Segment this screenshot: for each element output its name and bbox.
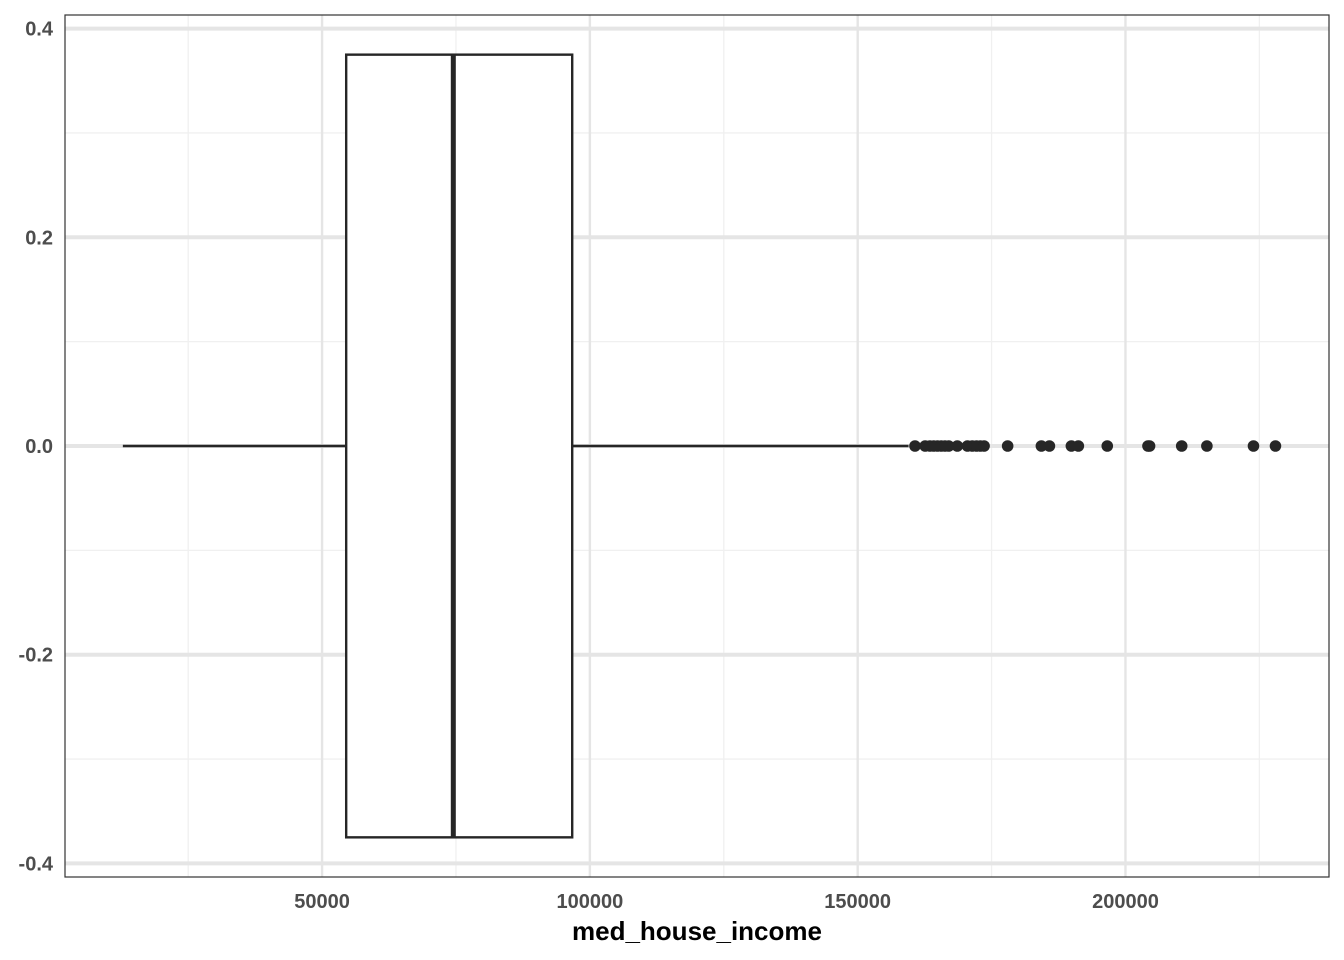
outlier-point — [1175, 440, 1188, 452]
outlier-point — [1201, 440, 1213, 452]
interquartile-box — [344, 53, 574, 839]
outlier-point — [1247, 440, 1260, 452]
x-axis-title: med_house_income — [572, 916, 822, 946]
x-axis-tick-labels: 50000 100000 150000 200000 — [294, 891, 1159, 913]
box-layer — [122, 53, 909, 839]
outlier-points — [909, 440, 1282, 452]
y-tick-label: -0.2 — [19, 645, 53, 667]
outlier-point — [1043, 440, 1056, 452]
outlier-point — [1101, 440, 1114, 452]
outlier-point — [1035, 440, 1048, 452]
y-tick-label: 0.2 — [25, 227, 53, 249]
outlier-point — [909, 440, 921, 452]
outlier-point — [1072, 440, 1085, 452]
outlier-point — [951, 440, 964, 452]
outlier-point — [978, 440, 990, 452]
outlier-point — [1269, 440, 1282, 452]
y-tick-label: 0.4 — [25, 19, 54, 41]
major-gridlines — [65, 15, 1329, 877]
y-tick-label: -0.4 — [19, 853, 54, 875]
panel-border — [64, 14, 1330, 878]
outlier-point — [1001, 440, 1014, 452]
y-tick-label: 0.0 — [25, 436, 53, 458]
x-tick-label: 100000 — [557, 891, 624, 913]
outlier-point — [1143, 440, 1156, 452]
y-axis-tick-labels: 0.4 0.2 0.0 -0.2 -0.4 — [19, 19, 54, 876]
x-tick-label: 150000 — [824, 891, 891, 913]
outlier-point — [942, 440, 955, 452]
x-tick-label: 200000 — [1092, 891, 1159, 913]
x-tick-label: 50000 — [294, 891, 350, 913]
